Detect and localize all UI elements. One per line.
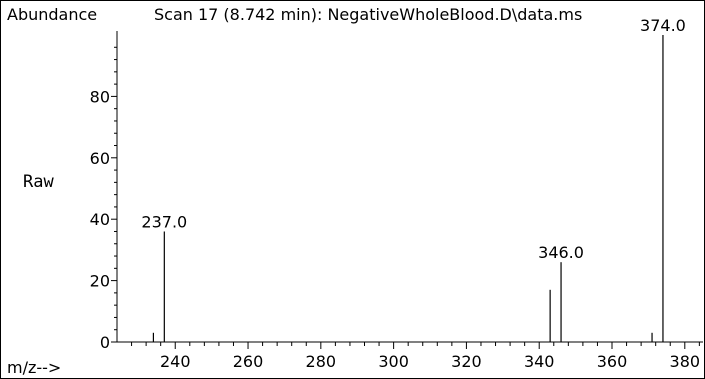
x-tick-label: 360 <box>597 352 628 371</box>
peaks <box>152 35 664 342</box>
x-axis-ticks: 240 260 280 300 320 340 360 380 <box>131 342 701 371</box>
y-axis-label: Abundance <box>7 5 97 24</box>
y-axis-ticks: 0 20 40 60 80 <box>90 46 117 352</box>
y-tick-label: 80 <box>90 87 110 106</box>
y-tick-label: 20 <box>90 272 110 291</box>
peak-label: 374.0 <box>640 16 686 35</box>
chart-title: Scan 17 (8.742 min): NegativeWholeBlood.… <box>154 5 582 24</box>
x-tick-label: 280 <box>306 352 337 371</box>
x-tick-label: 240 <box>160 352 191 371</box>
raw-label: Raw <box>23 172 54 192</box>
peak-label: 346.0 <box>538 243 584 262</box>
y-tick-label: 60 <box>90 149 110 168</box>
x-tick-label: 320 <box>451 352 482 371</box>
x-tick-label: 380 <box>670 352 701 371</box>
x-axis-label: m/z--> <box>7 358 61 377</box>
y-tick-label: 40 <box>90 210 110 229</box>
x-tick-label: 340 <box>524 352 555 371</box>
x-tick-label: 300 <box>378 352 409 371</box>
peak-labels: 237.0 346.0 374.0 <box>141 16 685 262</box>
y-tick-label: 0 <box>100 333 110 352</box>
axes <box>116 31 703 343</box>
x-tick-label: 260 <box>233 352 264 371</box>
peak-label: 237.0 <box>141 212 187 231</box>
